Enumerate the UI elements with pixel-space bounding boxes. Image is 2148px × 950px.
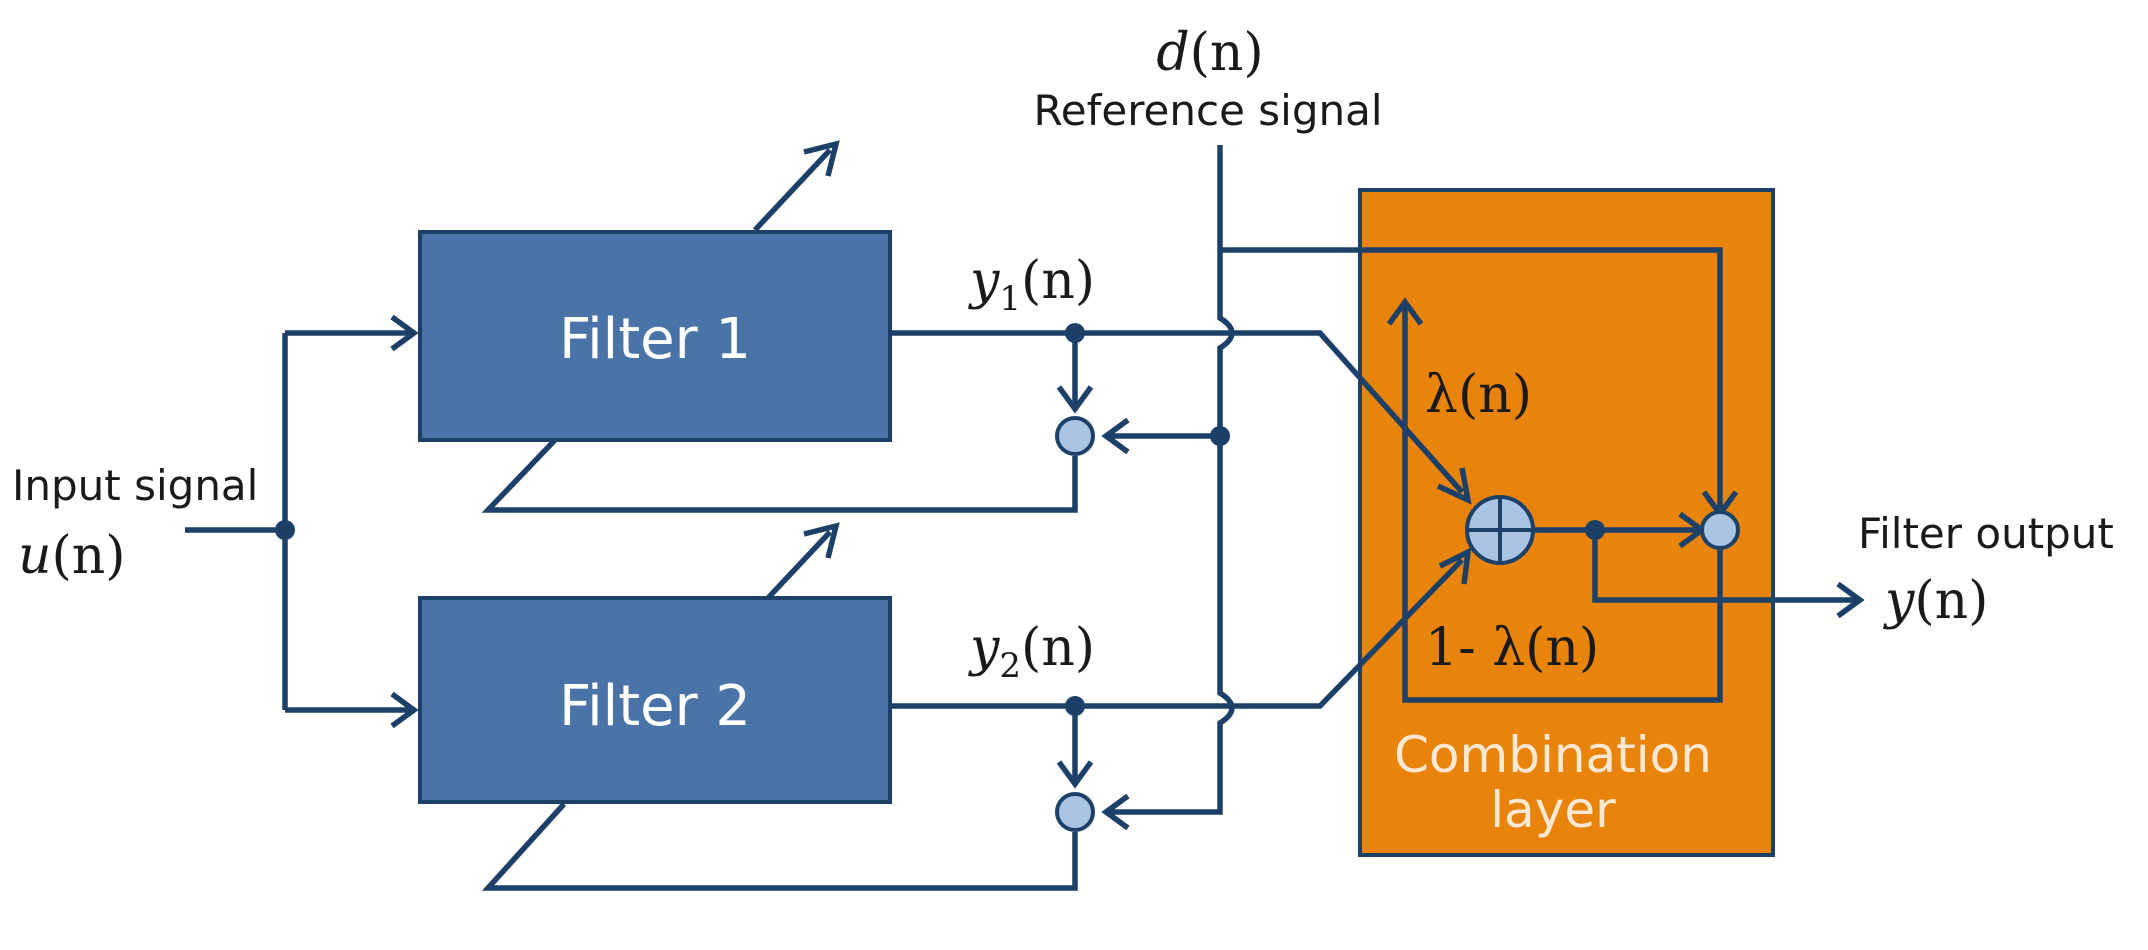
combination-layer-label-line2: layer [1490, 781, 1616, 839]
combination-internal-wiring [1386, 297, 1865, 703]
filter-2-output-wiring [481, 547, 1472, 891]
input-signal-symbol: u(n) [18, 526, 126, 586]
error-node-2 [1055, 792, 1095, 832]
filter-2-block [418, 596, 892, 804]
filter-2-label: Filter 2 [559, 674, 751, 739]
filter-1-block [418, 230, 892, 442]
one-minus-lambda-label: 1- λ(n) [1425, 618, 1599, 678]
filter-1-adaptation-arrow [752, 140, 840, 232]
y1-label: y1(n) [968, 251, 1095, 319]
input-junction [275, 520, 295, 540]
filter-2-adaptation-arrow [765, 522, 840, 600]
combiner-sum-node [1465, 495, 1535, 565]
combination-layer-label-line1: Combination [1394, 726, 1712, 784]
output-node [1700, 510, 1740, 550]
combination-output-junction [1585, 520, 1605, 540]
reference-signal-label: Reference signal [1033, 86, 1382, 135]
reference-junction [1210, 426, 1230, 446]
reference-signal-symbol: d(n) [1156, 23, 1263, 83]
y1-junction [1065, 323, 1085, 343]
filter-output-symbol: y(n) [1883, 571, 1988, 631]
input-wiring [185, 314, 419, 729]
filter-1-label: Filter 1 [559, 307, 751, 372]
error-node-1 [1055, 416, 1095, 456]
y2-label: y2(n) [968, 618, 1095, 686]
input-signal-label: Input signal [12, 461, 258, 510]
filter-output-label: Filter output [1858, 509, 2114, 558]
lambda-label: λ(n) [1425, 365, 1532, 425]
y2-junction [1065, 696, 1085, 716]
reference-wiring [1101, 145, 1739, 831]
filter-1-output-wiring [481, 323, 1472, 513]
